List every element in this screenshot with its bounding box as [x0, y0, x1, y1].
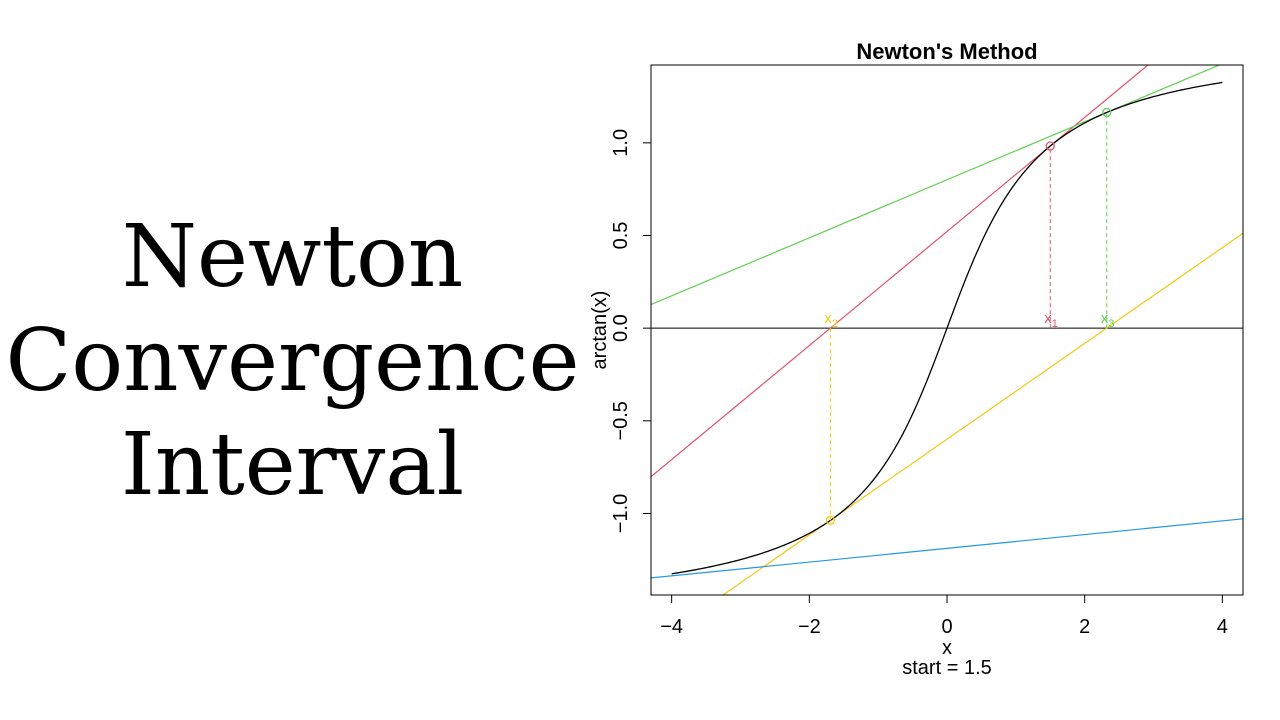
x-axis: −4 −2 0 2 4 [660, 594, 1228, 638]
iterate-label-3: x3 [1101, 310, 1115, 330]
tangent-line-4 [651, 518, 1243, 579]
slide-title-line-1: Newton [121, 207, 464, 307]
iterate-point-2 [825, 515, 836, 525]
y-tick-label: −1.0 [610, 494, 632, 533]
x-axis-label: x [942, 637, 952, 659]
chart-subtitle: start = 1.5 [902, 657, 992, 679]
iterate-point-3 [1102, 107, 1112, 118]
slide-title-line-2: Convergence [5, 311, 580, 411]
y-tick-label: −0.5 [610, 401, 632, 440]
tangent-line-3 [651, 65, 1221, 306]
plot-area: x1 x2 x3 [651, 65, 1243, 595]
y-axis: −1.0 −0.5 0.0 0.5 1.0 [610, 129, 652, 533]
x-tick-label: −4 [660, 616, 683, 638]
slide-title-line-3: Interval [120, 415, 465, 515]
x-tick-label: 2 [1079, 616, 1090, 638]
tangent-line-2 [721, 232, 1243, 595]
y-tick-label: 1.0 [610, 129, 632, 157]
x-tick-label: −2 [798, 616, 821, 638]
iterate-label-1: x1 [1044, 310, 1058, 330]
slide-title: Newton Convergence Interval [0, 205, 585, 517]
y-tick-label: 0.5 [610, 222, 632, 250]
arctan-curve [671, 81, 1223, 575]
iterate-label-2: x2 [824, 310, 838, 330]
chart-title: Newton's Method [856, 39, 1037, 64]
y-axis-label: arctan(x) [589, 291, 611, 370]
x-tick-label: 0 [941, 616, 952, 638]
iterate-point-1 [1045, 141, 1055, 151]
tangent-line-1 [651, 65, 1149, 478]
x-tick-label: 4 [1217, 616, 1228, 638]
y-tick-label: 0.0 [610, 314, 632, 342]
